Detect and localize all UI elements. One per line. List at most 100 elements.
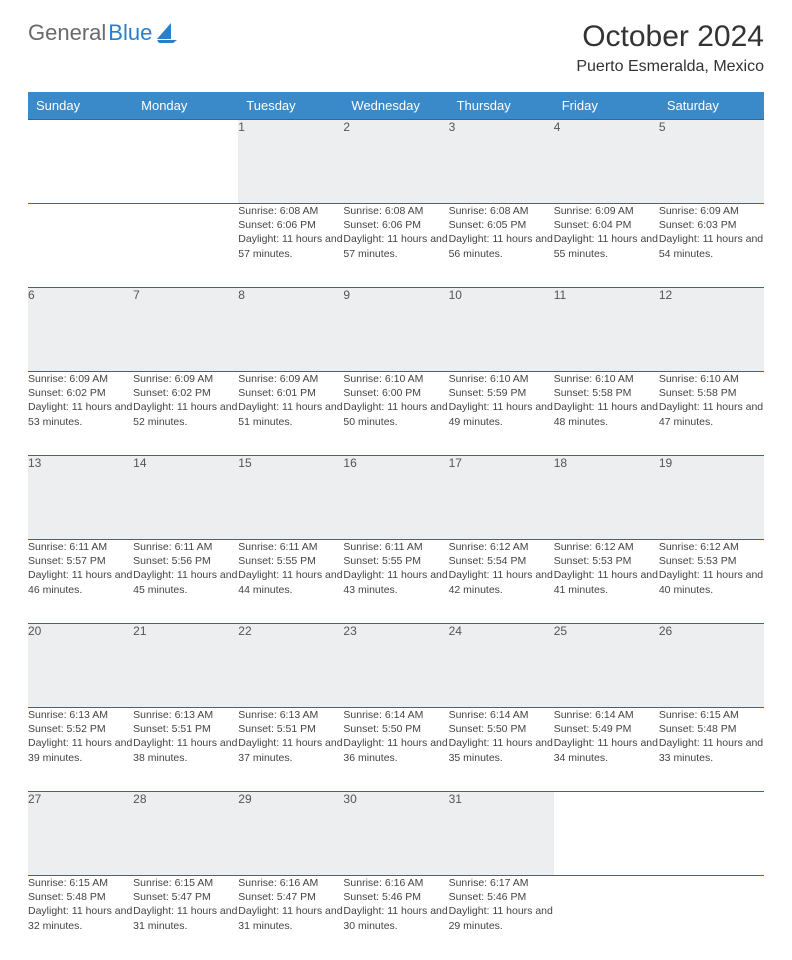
sunset-text: Sunset: 5:58 PM (554, 386, 659, 400)
daylight-text: Daylight: 11 hours and 57 minutes. (343, 232, 448, 260)
day-number-cell: 16 (343, 456, 448, 540)
day-content-cell: Sunrise: 6:15 AMSunset: 5:48 PMDaylight:… (659, 708, 764, 792)
sunrise-text: Sunrise: 6:08 AM (343, 204, 448, 218)
day-content-cell: Sunrise: 6:08 AMSunset: 6:05 PMDaylight:… (449, 204, 554, 288)
day-content-cell: Sunrise: 6:11 AMSunset: 5:55 PMDaylight:… (343, 540, 448, 624)
daylight-text: Daylight: 11 hours and 32 minutes. (28, 904, 133, 932)
sunrise-text: Sunrise: 6:10 AM (659, 372, 764, 386)
day-content-row: Sunrise: 6:15 AMSunset: 5:48 PMDaylight:… (28, 876, 764, 960)
weekday-header: Monday (133, 92, 238, 120)
sunrise-text: Sunrise: 6:14 AM (343, 708, 448, 722)
weekday-header: Sunday (28, 92, 133, 120)
day-content-cell: Sunrise: 6:11 AMSunset: 5:55 PMDaylight:… (238, 540, 343, 624)
day-content-cell: Sunrise: 6:15 AMSunset: 5:48 PMDaylight:… (28, 876, 133, 960)
day-number-cell: 8 (238, 288, 343, 372)
daynum-row: 12345 (28, 120, 764, 204)
daylight-text: Daylight: 11 hours and 36 minutes. (343, 736, 448, 764)
sunrise-text: Sunrise: 6:11 AM (133, 540, 238, 554)
day-content-cell: Sunrise: 6:14 AMSunset: 5:50 PMDaylight:… (449, 708, 554, 792)
daynum-row: 6789101112 (28, 288, 764, 372)
day-content-row: Sunrise: 6:08 AMSunset: 6:06 PMDaylight:… (28, 204, 764, 288)
day-number-cell: 11 (554, 288, 659, 372)
brand-suffix: Blue (108, 20, 152, 46)
weekday-header: Tuesday (238, 92, 343, 120)
sunrise-text: Sunrise: 6:11 AM (28, 540, 133, 554)
location-label: Puerto Esmeralda, Mexico (576, 58, 764, 76)
sunset-text: Sunset: 5:50 PM (343, 722, 448, 736)
day-content-cell: Sunrise: 6:17 AMSunset: 5:46 PMDaylight:… (449, 876, 554, 960)
sunrise-text: Sunrise: 6:15 AM (28, 876, 133, 890)
day-content-cell: Sunrise: 6:12 AMSunset: 5:53 PMDaylight:… (659, 540, 764, 624)
day-content-cell: Sunrise: 6:12 AMSunset: 5:53 PMDaylight:… (554, 540, 659, 624)
calendar-table: Sunday Monday Tuesday Wednesday Thursday… (28, 92, 764, 960)
sunset-text: Sunset: 5:46 PM (449, 890, 554, 904)
sunrise-text: Sunrise: 6:11 AM (343, 540, 448, 554)
daylight-text: Daylight: 11 hours and 40 minutes. (659, 568, 764, 596)
sunset-text: Sunset: 5:51 PM (133, 722, 238, 736)
day-content-cell: Sunrise: 6:14 AMSunset: 5:49 PMDaylight:… (554, 708, 659, 792)
daylight-text: Daylight: 11 hours and 48 minutes. (554, 400, 659, 428)
sunrise-text: Sunrise: 6:15 AM (133, 876, 238, 890)
daylight-text: Daylight: 11 hours and 42 minutes. (449, 568, 554, 596)
daylight-text: Daylight: 11 hours and 55 minutes. (554, 232, 659, 260)
daylight-text: Daylight: 11 hours and 31 minutes. (133, 904, 238, 932)
day-content-cell: Sunrise: 6:16 AMSunset: 5:46 PMDaylight:… (343, 876, 448, 960)
day-number-cell: 2 (343, 120, 448, 204)
day-content-cell: Sunrise: 6:10 AMSunset: 5:58 PMDaylight:… (554, 372, 659, 456)
day-content-cell: Sunrise: 6:09 AMSunset: 6:02 PMDaylight:… (133, 372, 238, 456)
daylight-text: Daylight: 11 hours and 29 minutes. (449, 904, 554, 932)
sunset-text: Sunset: 5:53 PM (659, 554, 764, 568)
daylight-text: Daylight: 11 hours and 37 minutes. (238, 736, 343, 764)
day-content-cell: Sunrise: 6:10 AMSunset: 5:58 PMDaylight:… (659, 372, 764, 456)
day-number-cell: 3 (449, 120, 554, 204)
sunrise-text: Sunrise: 6:09 AM (133, 372, 238, 386)
day-content-cell: Sunrise: 6:08 AMSunset: 6:06 PMDaylight:… (238, 204, 343, 288)
sunset-text: Sunset: 5:58 PM (659, 386, 764, 400)
day-number-cell: 1 (238, 120, 343, 204)
sunset-text: Sunset: 6:06 PM (343, 218, 448, 232)
sunset-text: Sunset: 5:49 PM (554, 722, 659, 736)
sunset-text: Sunset: 5:55 PM (238, 554, 343, 568)
day-content-row: Sunrise: 6:13 AMSunset: 5:52 PMDaylight:… (28, 708, 764, 792)
sunset-text: Sunset: 5:51 PM (238, 722, 343, 736)
sunset-text: Sunset: 5:47 PM (238, 890, 343, 904)
daylight-text: Daylight: 11 hours and 52 minutes. (133, 400, 238, 428)
day-number-cell: 29 (238, 792, 343, 876)
daylight-text: Daylight: 11 hours and 34 minutes. (554, 736, 659, 764)
day-content-cell (133, 204, 238, 288)
day-content-cell: Sunrise: 6:09 AMSunset: 6:01 PMDaylight:… (238, 372, 343, 456)
day-content-cell: Sunrise: 6:12 AMSunset: 5:54 PMDaylight:… (449, 540, 554, 624)
daylight-text: Daylight: 11 hours and 33 minutes. (659, 736, 764, 764)
day-number-cell: 30 (343, 792, 448, 876)
sunrise-text: Sunrise: 6:15 AM (659, 708, 764, 722)
daylight-text: Daylight: 11 hours and 53 minutes. (28, 400, 133, 428)
day-number-cell: 18 (554, 456, 659, 540)
sunset-text: Sunset: 6:00 PM (343, 386, 448, 400)
sunrise-text: Sunrise: 6:11 AM (238, 540, 343, 554)
daylight-text: Daylight: 11 hours and 49 minutes. (449, 400, 554, 428)
day-content-cell: Sunrise: 6:16 AMSunset: 5:47 PMDaylight:… (238, 876, 343, 960)
weekday-header: Friday (554, 92, 659, 120)
day-content-cell (28, 204, 133, 288)
daylight-text: Daylight: 11 hours and 31 minutes. (238, 904, 343, 932)
daylight-text: Daylight: 11 hours and 46 minutes. (28, 568, 133, 596)
sunrise-text: Sunrise: 6:13 AM (133, 708, 238, 722)
weekday-header: Saturday (659, 92, 764, 120)
day-number-cell: 20 (28, 624, 133, 708)
sunrise-text: Sunrise: 6:17 AM (449, 876, 554, 890)
day-content-cell: Sunrise: 6:11 AMSunset: 5:57 PMDaylight:… (28, 540, 133, 624)
daylight-text: Daylight: 11 hours and 41 minutes. (554, 568, 659, 596)
daynum-row: 2728293031 (28, 792, 764, 876)
sunset-text: Sunset: 5:47 PM (133, 890, 238, 904)
day-content-cell: Sunrise: 6:08 AMSunset: 6:06 PMDaylight:… (343, 204, 448, 288)
day-number-cell: 15 (238, 456, 343, 540)
day-number-cell: 14 (133, 456, 238, 540)
sunset-text: Sunset: 6:02 PM (28, 386, 133, 400)
daynum-row: 13141516171819 (28, 456, 764, 540)
day-number-cell: 19 (659, 456, 764, 540)
sunset-text: Sunset: 6:01 PM (238, 386, 343, 400)
day-content-cell: Sunrise: 6:09 AMSunset: 6:04 PMDaylight:… (554, 204, 659, 288)
daynum-row: 20212223242526 (28, 624, 764, 708)
sunrise-text: Sunrise: 6:09 AM (554, 204, 659, 218)
daylight-text: Daylight: 11 hours and 47 minutes. (659, 400, 764, 428)
